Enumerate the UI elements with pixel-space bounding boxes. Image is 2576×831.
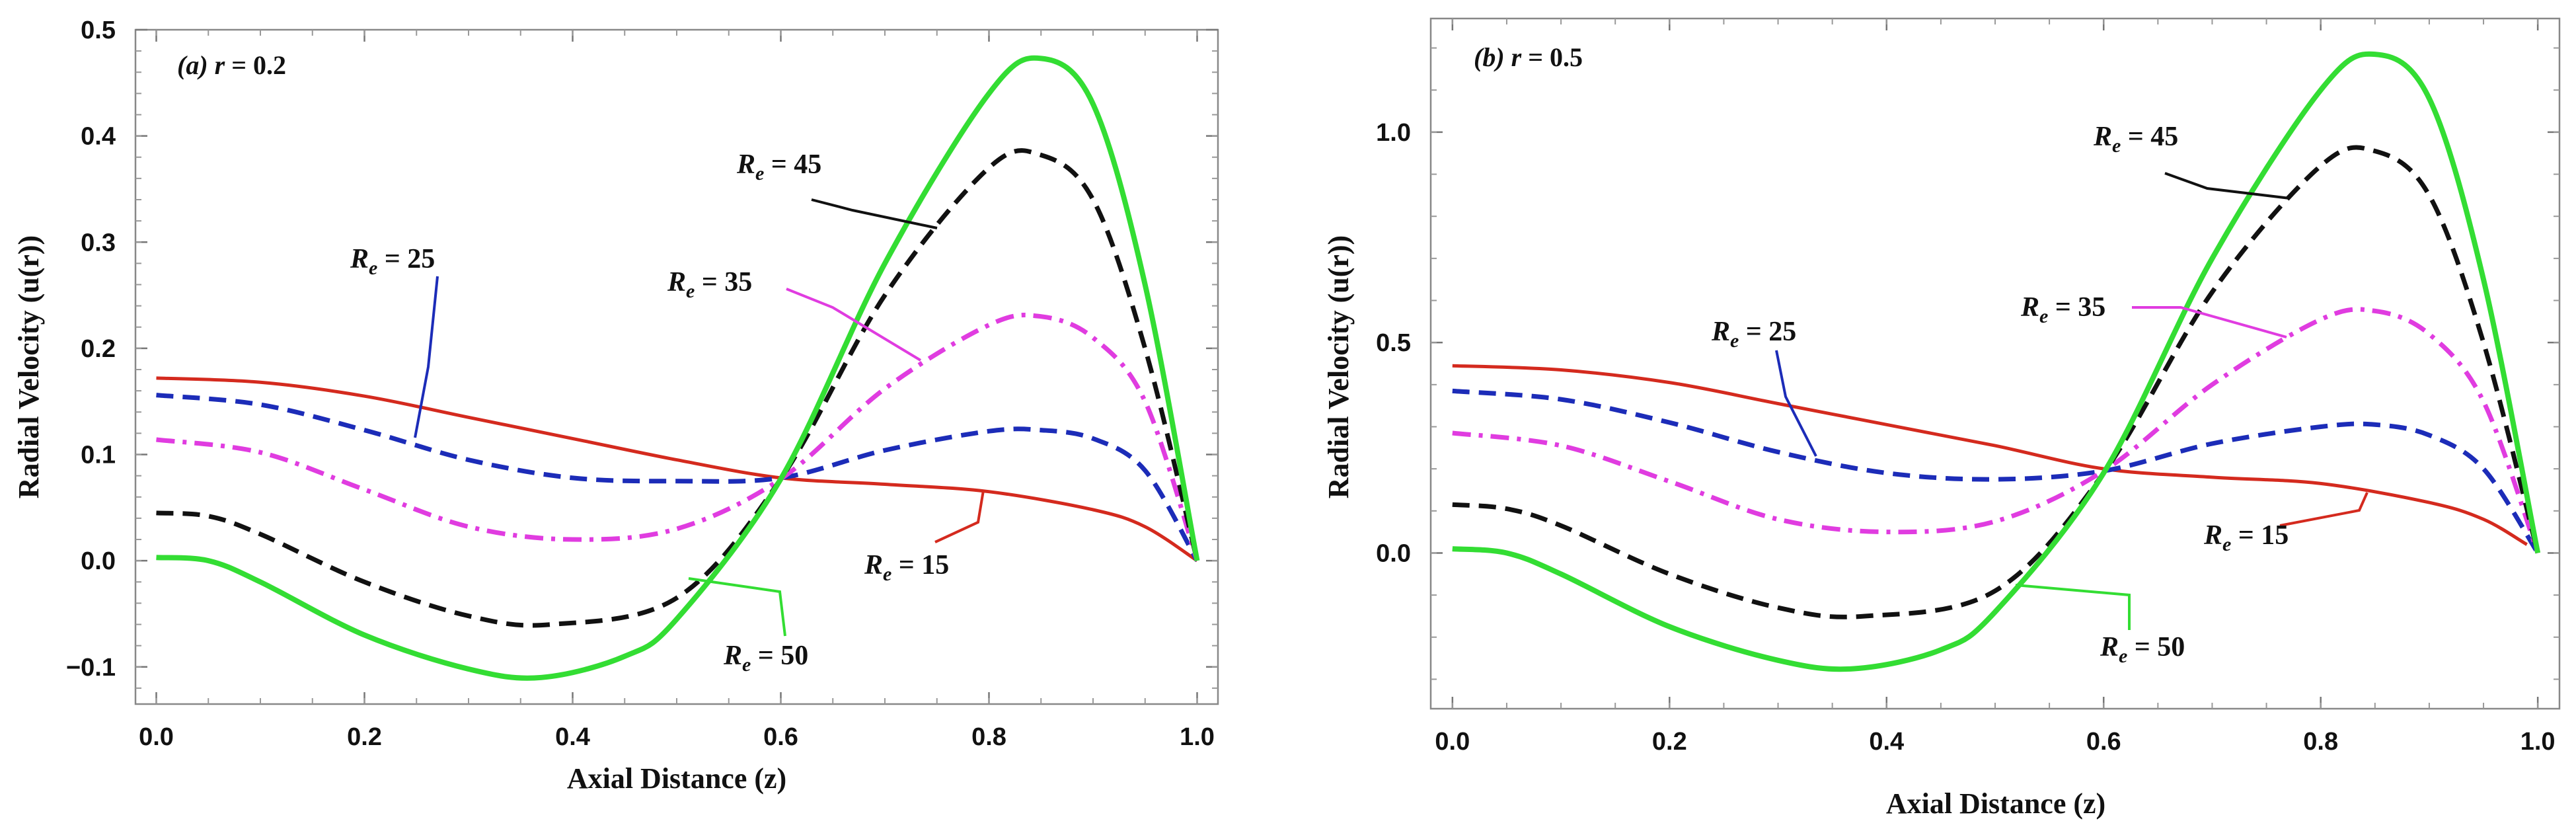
y-tick-label: 0.5 (1376, 329, 1411, 357)
curve-label-re-35: Re = 35 (2020, 292, 2105, 327)
panel-b-chart: 0.0 0.5 1.0 0.0 0.2 0.4 0.6 0.8 1.0 Re = 15 Re = 2… (1322, 17, 2561, 820)
curve-label-re-50: Re = 50 (723, 641, 808, 676)
series-group (156, 55, 1200, 681)
series-line-re-50 (1452, 51, 2541, 672)
panel-label: (b) r = 0.5 (1474, 42, 1583, 72)
leader-line-re-15 (934, 490, 985, 543)
leader-line-re-35 (2132, 306, 2287, 338)
series-line-re-45 (1452, 145, 2540, 619)
series-line-re-35 (1452, 307, 2540, 554)
leader-line-re-25 (1775, 350, 1817, 457)
y-tick-label: 1.0 (1376, 119, 1411, 147)
x-tick-label: 0.8 (2303, 728, 2338, 756)
series-line-re-50 (156, 55, 1200, 681)
series-line-re-15 (1452, 364, 2528, 546)
y-tick-label: 0.2 (81, 335, 116, 363)
x-tick-label: 0.4 (555, 723, 590, 751)
leader-line-re-35 (786, 288, 922, 362)
y-tick-label: −0.1 (66, 654, 116, 682)
y-tick-label: 0.0 (1376, 539, 1411, 567)
x-tick-label: 1.0 (1180, 723, 1215, 751)
curve-label-re-50: Re = 50 (2100, 632, 2185, 667)
plot-frame (1429, 17, 2561, 710)
x-tick-label: 0.2 (1652, 728, 1687, 756)
x-tick-label: 0.6 (2086, 728, 2121, 756)
leader-line-re-15 (2279, 492, 2368, 527)
panel-a-chart: −0.1 0.0 0.1 0.2 0.3 0.4 0.5 0.0 0.2 0.4 0.6 0.8 1.0… (13, 17, 1219, 795)
y-axis-title: Radial Velocity (u(r)) (13, 235, 45, 498)
curve-label-re-15: Re = 15 (864, 550, 949, 585)
series-group (1452, 51, 2541, 672)
x-tick-label: 0.2 (347, 723, 382, 751)
y-tick-label: 0.0 (81, 547, 116, 575)
x-axis-title: Axial Distance (z) (567, 762, 786, 795)
x-tick-label: 0.0 (1435, 728, 1470, 756)
y-tick-label: 0.1 (81, 442, 116, 469)
curve-label-re-25: Re = 25 (350, 244, 435, 279)
y-tick-label: 0.3 (81, 229, 116, 257)
x-tick-label: 0.4 (1869, 728, 1904, 756)
x-tick-label: 0.0 (139, 723, 174, 751)
curve-label-re-15: Re = 15 (2203, 520, 2289, 555)
x-tick-label: 1.0 (2520, 728, 2556, 756)
panel-label: (a) r = 0.2 (177, 50, 286, 80)
series-line-re-35 (156, 313, 1199, 562)
x-tick-label: 0.6 (763, 723, 798, 751)
x-tick-label: 0.8 (971, 723, 1006, 751)
series-line-re-25 (1452, 388, 2540, 555)
leader-line-re-25 (414, 276, 439, 438)
curve-label-re-45: Re = 45 (2093, 122, 2178, 157)
series-line-re-25 (156, 393, 1199, 562)
y-tick-label: 0.5 (81, 17, 116, 44)
leader-line-re-45 (811, 198, 938, 229)
curve-label-re-35: Re = 35 (667, 267, 752, 302)
y-tick-label: 0.4 (81, 123, 116, 151)
curve-label-re-45: Re = 45 (736, 149, 821, 184)
x-axis-title: Axial Distance (z) (1886, 787, 2105, 820)
leader-line-re-50 (688, 577, 786, 637)
series-line-re-15 (156, 376, 1198, 563)
y-axis-title: Radial Velocity (u(r)) (1322, 235, 1355, 498)
curve-label-re-25: Re = 25 (1711, 317, 1796, 352)
leader-line-re-50 (2015, 584, 2131, 630)
leader-line-re-45 (2164, 172, 2291, 200)
